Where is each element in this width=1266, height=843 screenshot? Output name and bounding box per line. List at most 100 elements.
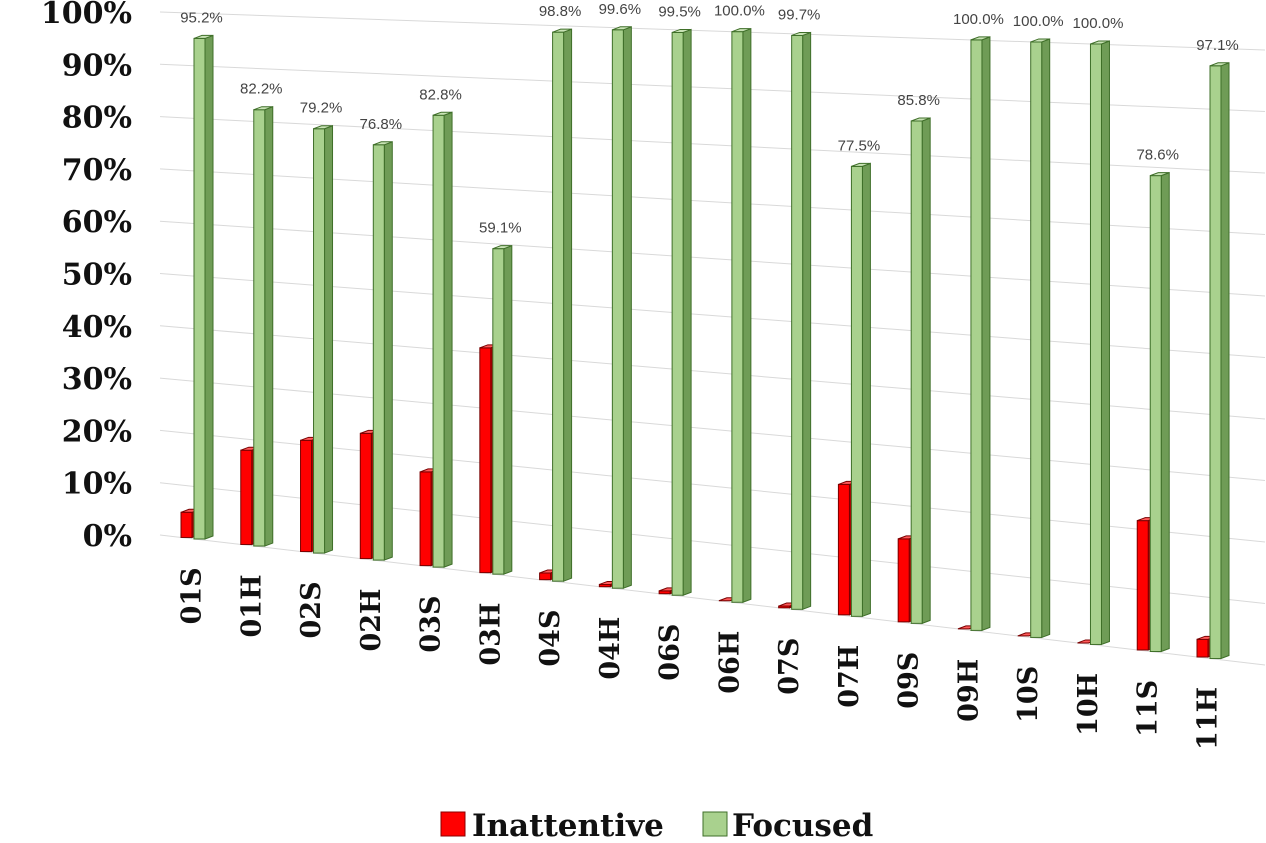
bar-focused-front: [313, 128, 326, 554]
x-tick-label: 07S: [774, 638, 805, 695]
bar-focused-front: [671, 31, 684, 596]
bar-focused: [313, 125, 334, 554]
x-tick-label: 04H: [595, 617, 626, 680]
bar-focused-side: [383, 141, 393, 561]
bar-focused: [1149, 171, 1170, 653]
y-tick-label: 30%: [62, 362, 132, 397]
data-label: 85.8%: [897, 92, 940, 109]
legend-label-inattentive: Inattentive: [472, 808, 664, 843]
x-tick-label: 01S: [177, 567, 208, 624]
bar-focused: [970, 36, 991, 632]
x-tick-label: 09H: [953, 659, 984, 722]
bar-focused-top: [671, 28, 692, 33]
bar-focused-top: [552, 28, 572, 33]
y-tick-label: 100%: [41, 0, 132, 31]
gridline: [159, 116, 1266, 174]
bar-focused-front: [432, 114, 445, 568]
bar-focused-top: [911, 117, 931, 122]
bar-focused-side: [264, 105, 274, 547]
data-label: 98.8%: [539, 3, 582, 20]
gridline: [159, 63, 1266, 112]
data-label: 82.8%: [419, 86, 462, 103]
legend-label-focused: Focused: [732, 808, 873, 843]
bar-inattentive-front: [539, 572, 552, 581]
x-tick-label: 04S: [535, 610, 566, 667]
y-tick-label: 90%: [62, 48, 132, 83]
bar-focused-front: [372, 144, 385, 561]
bar-focused-top: [432, 111, 453, 116]
data-labels: 95.2% 82.2% 79.2% 76.8% 82.8% 59.1% 98.8% 99.6%…: [180, 1, 1239, 237]
data-label: 76.8%: [360, 116, 403, 133]
bar-focused: [253, 105, 274, 547]
bar-focused-front: [970, 39, 983, 631]
bar-focused-front: [791, 34, 804, 610]
bar-focused: [372, 141, 393, 561]
bar-focused: [611, 26, 632, 589]
bar-focused: [492, 244, 513, 575]
bar-focused: [1030, 38, 1051, 639]
bar-focused-front: [611, 29, 624, 589]
gridline: [159, 168, 1266, 235]
bar-focused-side: [861, 162, 871, 618]
bars: [180, 26, 1230, 660]
gridline: [159, 429, 1266, 543]
bar-focused: [193, 34, 214, 540]
data-label: 99.7%: [778, 6, 821, 23]
bar-focused: [671, 28, 692, 596]
bar-focused-side: [742, 27, 752, 604]
bar-inattentive-front: [479, 347, 492, 574]
bar-inattentive-front: [300, 439, 313, 553]
bar-focused-top: [612, 26, 632, 31]
bar-focused-side: [981, 36, 991, 632]
x-tick-label: 10S: [1013, 666, 1044, 723]
x-tick-label: 10H: [1073, 673, 1104, 736]
bar-focused-front: [492, 248, 505, 575]
bar-focused-side: [204, 34, 214, 540]
bar-focused-top: [851, 162, 871, 167]
bar-focused-top: [1150, 172, 1170, 177]
bar-focused: [432, 111, 453, 568]
y-axis-ticks: 0% 10% 20% 30% 40% 50% 60% 70% 80% 90% 100%: [41, 0, 132, 554]
legend-swatch-focused: [702, 811, 728, 837]
bar-focused-side: [921, 117, 931, 625]
bar-focused-front: [1089, 43, 1102, 645]
bar-focused: [552, 28, 573, 582]
data-label: 99.5%: [658, 3, 701, 20]
gridline: [159, 273, 1266, 358]
bar-focused-top: [791, 31, 811, 36]
bar-focused-front: [193, 37, 206, 540]
bar-inattentive-front: [897, 538, 910, 623]
x-tick-label: 09S: [894, 652, 925, 709]
bar-focused: [910, 117, 931, 625]
legend: Inattentive Focused: [440, 808, 873, 843]
bar-focused-side: [802, 31, 812, 611]
x-tick-label: 06H: [714, 631, 745, 694]
bar-focused-side: [324, 125, 334, 554]
bar-focused-side: [443, 111, 453, 568]
x-tick-label: 11S: [1133, 680, 1164, 737]
bar-focused: [731, 27, 752, 604]
data-label: 100.0%: [714, 3, 765, 20]
bar-focused-top: [970, 36, 991, 41]
bar-focused: [791, 31, 812, 611]
bar-focused-front: [850, 165, 863, 617]
bar-focused-side: [1220, 62, 1230, 660]
x-axis-ticks: 01S 01H 02S 02H 03S 03H 04S 04H 06S 06H 07S 07H 09S 0…: [177, 567, 1224, 750]
gridline: [159, 377, 1266, 481]
bar-inattentive-front: [419, 471, 432, 567]
legend-swatch-inattentive: [440, 811, 466, 837]
bar-focused-top: [373, 141, 393, 146]
bar-focused-side: [1160, 171, 1170, 653]
bar-focused: [1209, 62, 1230, 660]
bar-inattentive-front: [837, 483, 850, 616]
bar-focused-front: [910, 120, 923, 624]
data-label: 99.6%: [599, 1, 642, 18]
gridlines: [159, 11, 1266, 666]
x-tick-label: 02S: [296, 581, 327, 638]
bar-focused: [1089, 40, 1110, 646]
gridline: [159, 325, 1266, 420]
data-label: 97.1%: [1196, 37, 1239, 54]
x-tick-label: 03S: [416, 595, 447, 652]
data-label: 82.2%: [240, 81, 283, 98]
bar-focused-front: [552, 31, 565, 582]
